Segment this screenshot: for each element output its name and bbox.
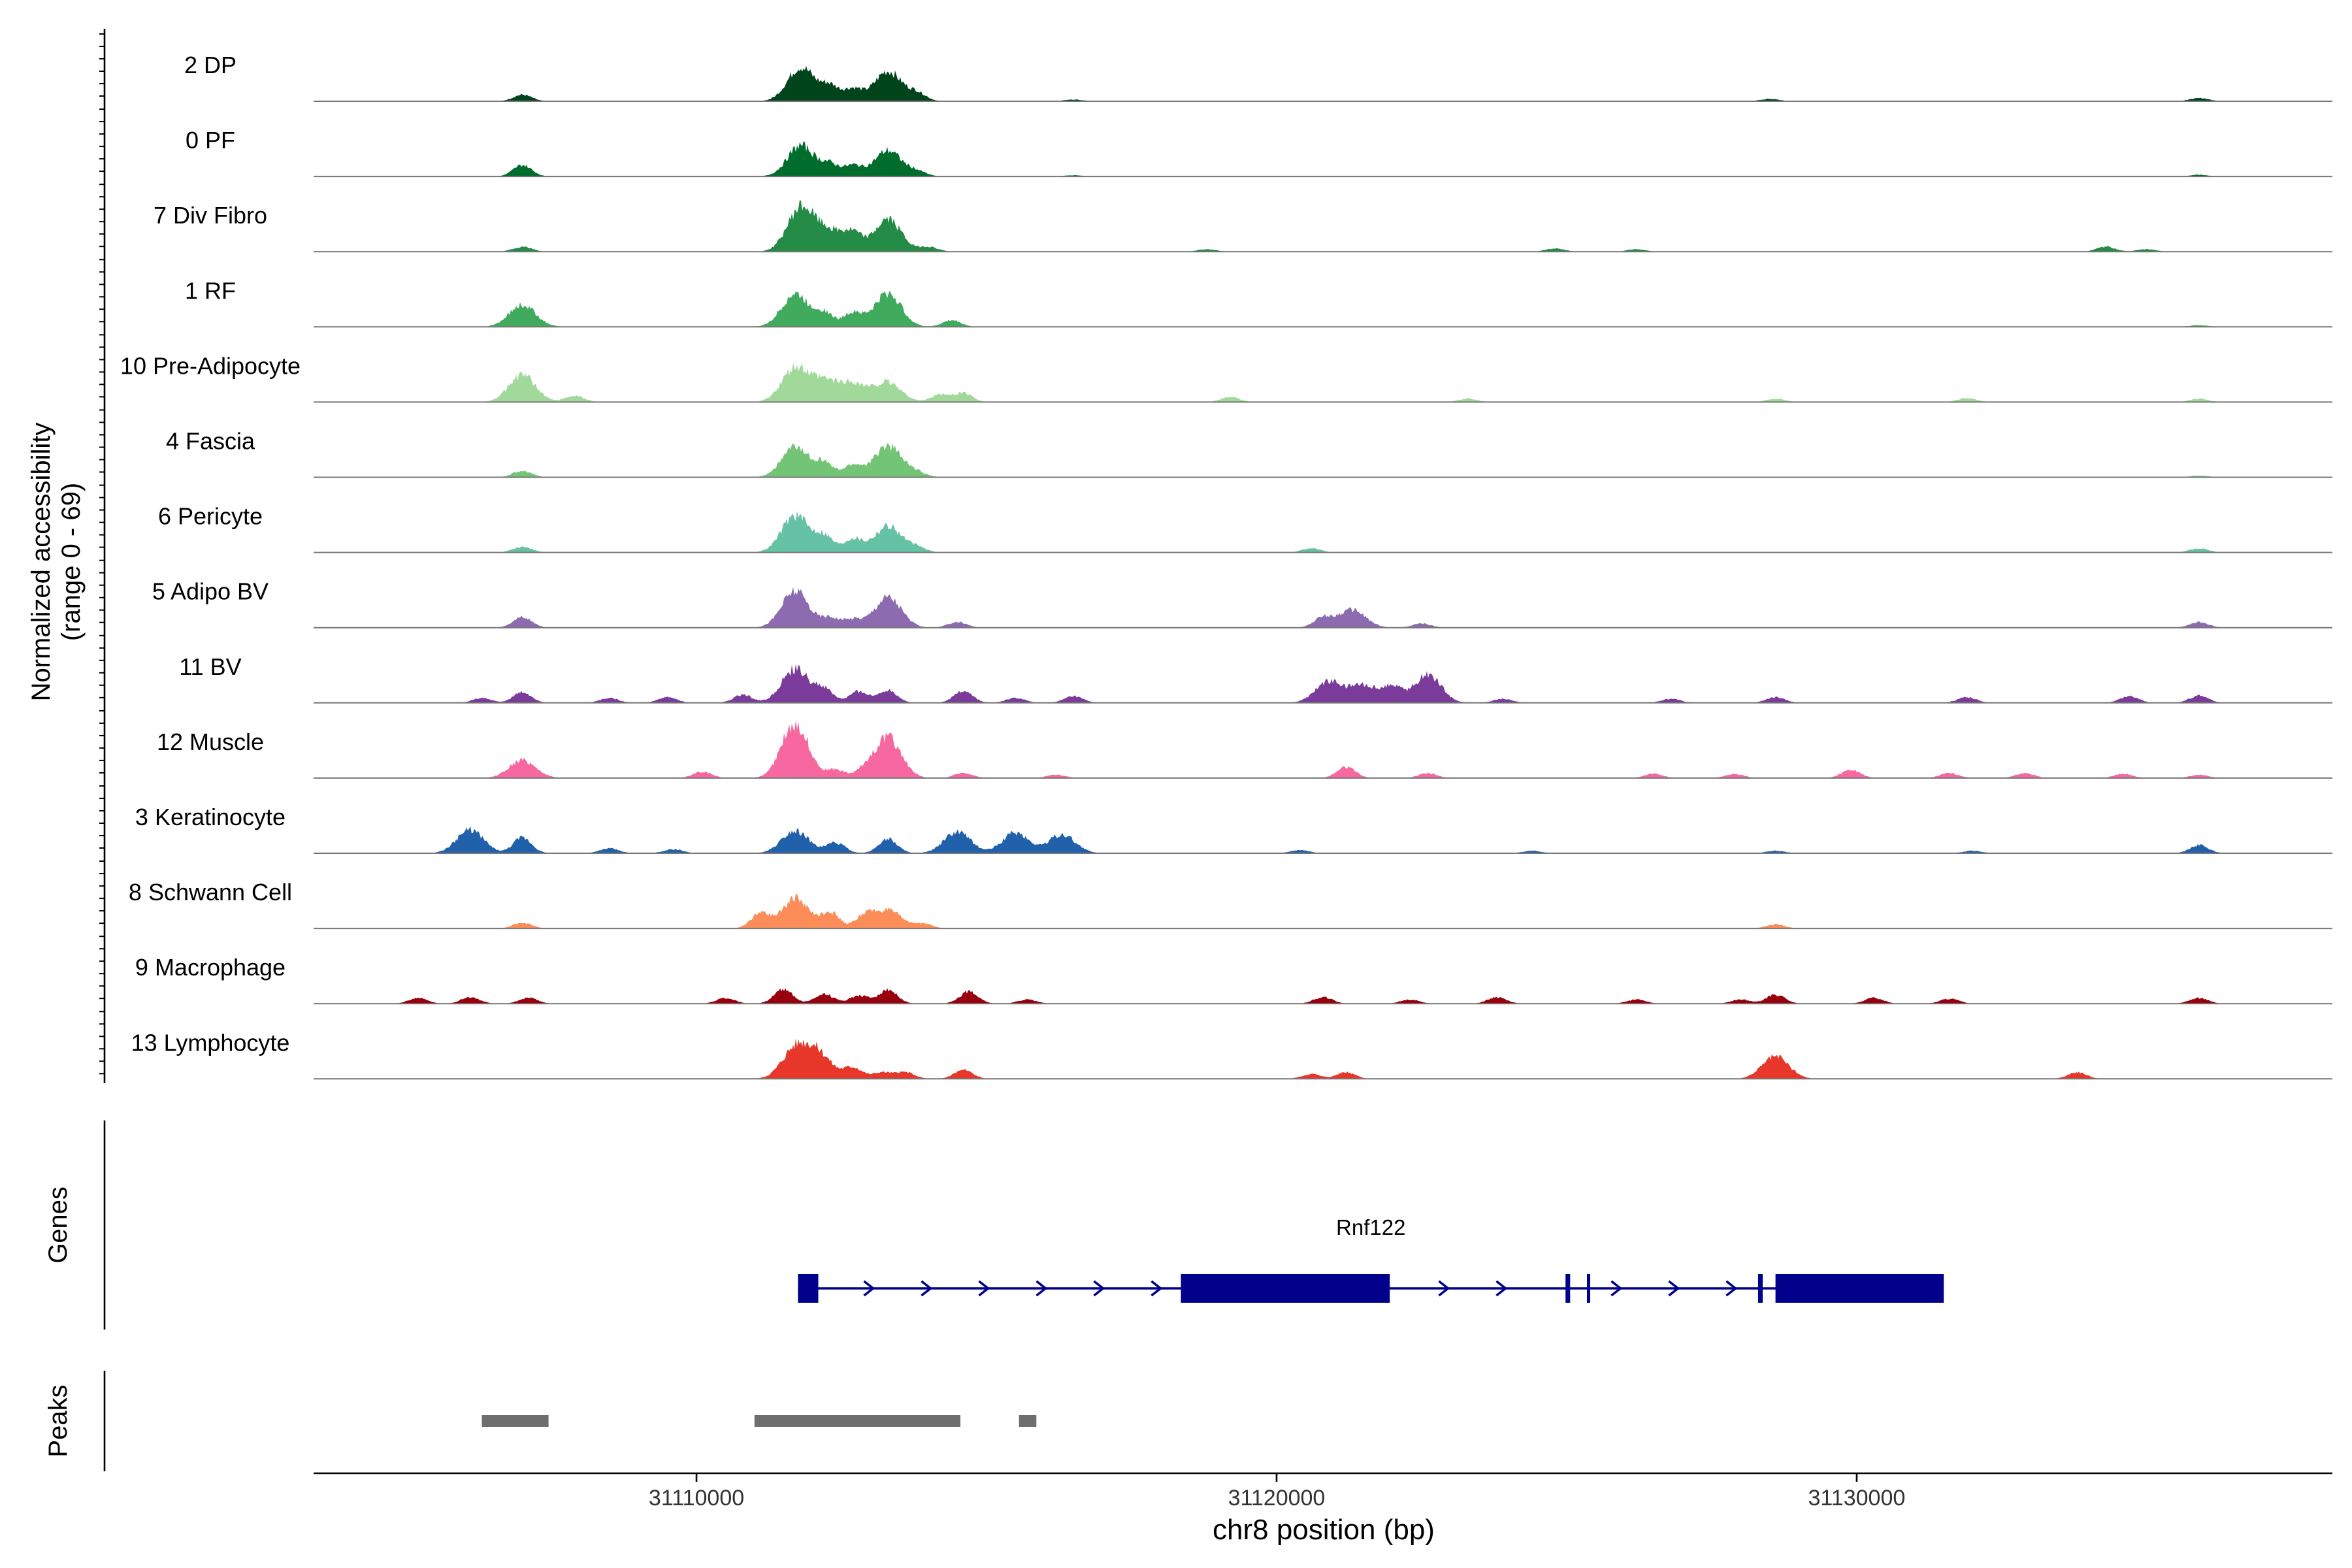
track-8-schwann-cell: 8 Schwann Cell [129,879,2332,930]
track-label: 6 Pericyte [158,503,263,530]
coverage-area-13-lymphocyte [314,1038,2332,1079]
track-label: 11 BV [179,653,241,680]
track-9-macrophage: 9 Macrophage [135,954,2332,1005]
coverage-tracks: 2 DP 0 PF 7 Div Fibro 1 RF 10 Pre-Adipocyte 4… [120,52,2332,1080]
coverage-area-11-bv [314,664,2332,703]
track-12-muscle: 12 Muscle [157,721,2332,779]
coverage-area-12-muscle [314,721,2332,778]
strand-arrow-icon [921,1280,933,1297]
track-label: 13 Lymphocyte [131,1029,290,1056]
track-7-div-fibro: 7 Div Fibro [154,200,2332,253]
track-6-pericyte: 6 Pericyte [158,503,2332,553]
peak-region-bar [482,1415,549,1427]
coverage-area-9-macrophage [314,988,2332,1004]
track-11-bv: 11 BV [179,653,2332,704]
strand-arrow-icon [1093,1280,1105,1297]
peak-region-bar [754,1415,960,1427]
track-label: 2 DP [184,52,237,78]
gene-label: Rnf122 [1336,1215,1405,1239]
track-label: 10 Pre-Adipocyte [120,352,301,379]
coverage-area-2-dp [314,65,2332,101]
genes-panel-label: Genes [44,1186,73,1264]
gene-exon [798,1274,819,1303]
gene-exon [1587,1274,1590,1303]
peaks-panel-label: Peaks [44,1384,73,1457]
strand-arrow-icon [863,1280,875,1297]
strand-arrow-icon [1036,1280,1048,1297]
coverage-area-0-pf [314,141,2332,177]
y-axis: Normalized accessibility (range 0 - 69) [27,29,106,1083]
strand-arrow-icon [1151,1280,1163,1297]
track-label: 4 Fascia [166,428,255,455]
coverage-area-1-rf [314,290,2332,327]
gene-exon [1181,1274,1390,1303]
x-axis-tick-label: 31110000 [649,1486,744,1511]
coverage-area-6-pericyte [314,511,2332,553]
track-13-lymphocyte: 13 Lymphocyte [131,1029,2332,1080]
coverage-area-10-pre-adipocyte [314,363,2332,402]
coverage-area-7-div-fibro [314,200,2332,252]
strand-arrow-icon [1725,1280,1738,1297]
gene-model: Rnf122 [798,1215,1944,1303]
track-label: 9 Macrophage [135,954,286,981]
track-4-fascia: 4 Fascia [166,428,2332,478]
y-axis-label: Normalized accessibility [27,423,56,702]
coverage-area-4-fascia [314,443,2332,478]
track-label: 12 Muscle [157,728,264,755]
coverage-area-5-adipo-bv [314,587,2332,628]
strand-arrow-icon [1610,1280,1623,1297]
coverage-area-3-keratinocyte [314,826,2332,853]
gene-exon [1565,1274,1571,1303]
coverage-area-8-schwann-cell [314,894,2332,929]
track-0-pf: 0 PF [186,127,2332,178]
strand-arrow-icon [1438,1280,1450,1297]
track-label: 0 PF [186,127,235,154]
strand-arrow-icon [1495,1280,1508,1297]
peak-region-bar [1019,1415,1037,1427]
gene-exon [1775,1274,1944,1303]
track-5-adipo-bv: 5 Adipo BV [152,578,2332,629]
peaks-panel: Peaks [44,1371,1037,1471]
x-axis-tick-label: 31120000 [1228,1486,1326,1511]
track-2-dp: 2 DP [184,52,2332,102]
track-label: 7 Div Fibro [154,202,267,229]
x-axis: chr8 position (bp) 31110000 31120000 31130… [314,1472,2332,1546]
track-label: 8 Schwann Cell [129,879,292,906]
track-1-rf: 1 RF [185,277,2332,328]
strand-arrow-icon [978,1280,990,1297]
track-10-pre-adipocyte: 10 Pre-Adipocyte [120,352,2332,403]
track-3-keratinocyte: 3 Keratinocyte [135,804,2332,854]
x-axis-tick-label: 31130000 [1808,1486,1906,1511]
x-axis-label: chr8 position (bp) [1213,1514,1435,1546]
y-axis-range-label: (range 0 - 69) [57,483,86,641]
track-label: 1 RF [185,277,236,304]
track-label: 3 Keratinocyte [135,804,286,830]
strand-arrow-icon [1668,1280,1680,1297]
genes-panel: Genes Rnf122 [44,1120,1944,1330]
gene-exon [1757,1274,1763,1303]
track-label: 5 Adipo BV [152,578,269,605]
